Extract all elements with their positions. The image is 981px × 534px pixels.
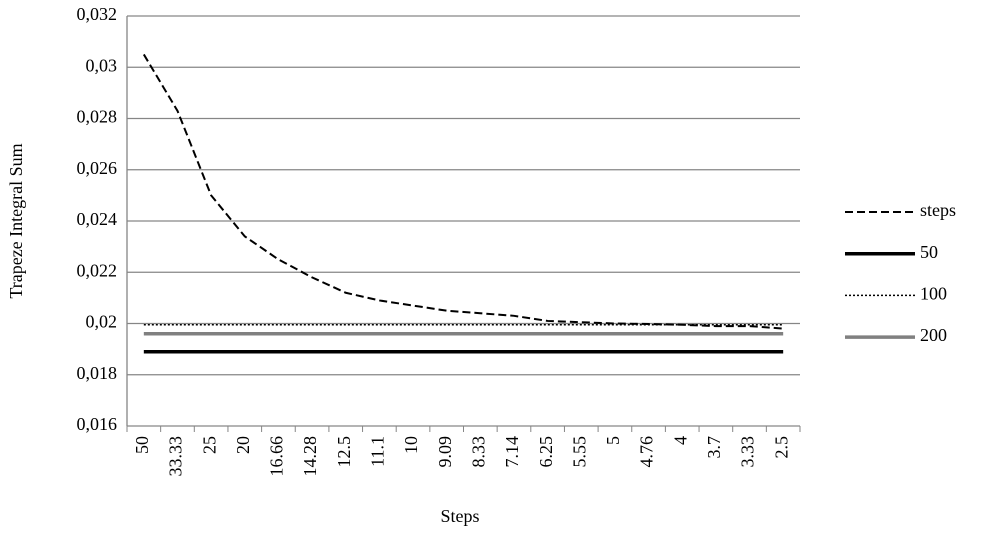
x-tick-label: 2.5 — [771, 436, 791, 459]
x-tick-label: 3.33 — [738, 436, 758, 468]
y-tick-label: 0,024 — [77, 209, 118, 229]
x-tick-label: 25 — [199, 436, 219, 454]
series-line — [142, 53, 784, 330]
legend-label: 100 — [920, 284, 947, 304]
x-tick-label: 4 — [670, 436, 690, 445]
x-tick-label: 14.28 — [300, 436, 320, 477]
x-tick-label: 9.09 — [435, 436, 455, 468]
x-tick-label: 12.5 — [334, 436, 354, 468]
x-tick-label: 5.55 — [569, 436, 589, 468]
x-tick-label: 11.1 — [368, 436, 388, 467]
x-tick-label: 50 — [132, 436, 152, 454]
legend-label: 50 — [920, 242, 938, 262]
y-tick-label: 0,032 — [77, 4, 118, 24]
x-tick-label: 8.33 — [468, 436, 488, 468]
y-tick-label: 0,022 — [77, 260, 118, 280]
y-tick-label: 0,026 — [77, 158, 118, 178]
legend-label: 200 — [920, 325, 947, 345]
x-tick-label: 5 — [603, 436, 623, 445]
x-tick-label: 3.7 — [704, 436, 724, 459]
x-axis-label: Steps — [440, 506, 479, 526]
y-tick-label: 0,028 — [77, 107, 118, 127]
y-tick-label: 0,02 — [86, 312, 118, 332]
x-tick-label: 6.25 — [536, 436, 556, 468]
x-tick-label: 33.33 — [166, 436, 186, 477]
y-axis-label: Trapeze Integral Sum — [6, 143, 26, 298]
y-tick-label: 0,016 — [77, 414, 118, 434]
x-tick-label: 4.76 — [637, 436, 657, 468]
x-tick-label: 7.14 — [502, 436, 522, 468]
y-tick-label: 0,03 — [86, 55, 118, 75]
x-tick-label: 10 — [401, 436, 421, 454]
legend-label: steps — [920, 200, 956, 220]
x-tick-label: 20 — [233, 436, 253, 454]
y-tick-label: 0,018 — [77, 363, 118, 383]
x-tick-label: 16.66 — [267, 436, 287, 477]
